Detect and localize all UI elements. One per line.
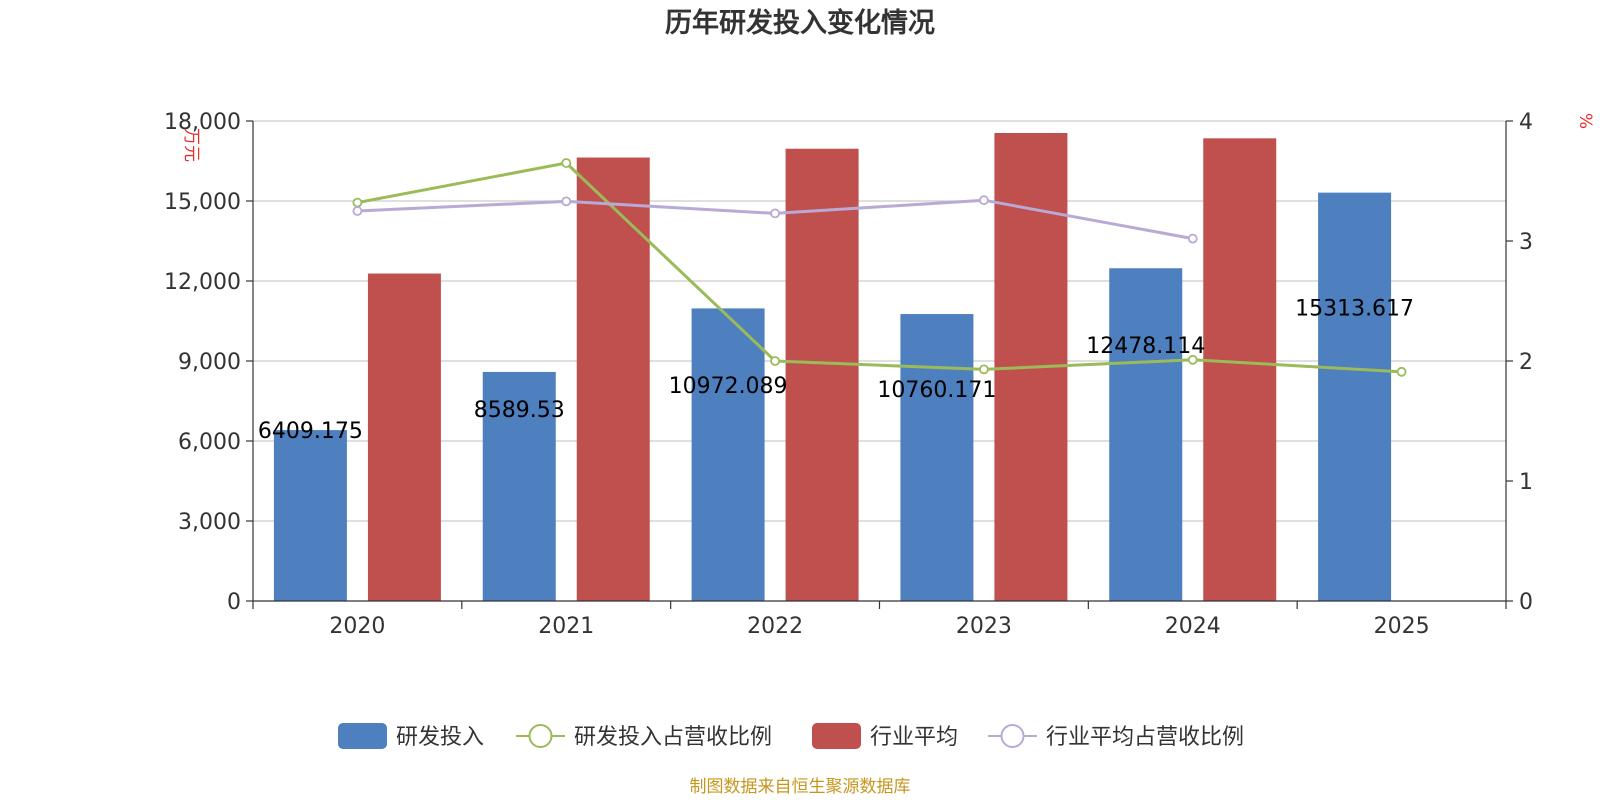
left-tick-label: 15,000 [164,190,241,215]
series-line [357,198,1194,241]
lines [352,158,1407,377]
legend-label: 研发投入占营收比例 [574,725,772,750]
data-label: 15313.617 [1295,297,1414,322]
x-tick-label: 2023 [956,614,1012,639]
axes: 0 3,000 6,000 9,000 12,000 15,000 18,000 0 1 2 3 4 2… [164,110,1595,639]
left-tick-label: 0 [227,590,241,615]
bar [1203,138,1277,602]
bar [273,430,347,601]
right-tick-label: 2 [1519,350,1533,375]
gridlines [253,120,1506,522]
line-point [1396,366,1407,377]
bars [273,133,1392,602]
data-labels: 6409.175 8589.53 10972.089 10760.171 12478.1… [258,297,1414,444]
bar [1109,268,1183,601]
legend-marker [1000,724,1025,748]
bar [900,314,974,601]
line-point [561,196,572,207]
line-point [1187,354,1198,365]
bar [367,273,441,601]
line-point [770,356,780,366]
x-tick-label: 2024 [1165,614,1221,639]
right-axis-unit: % [1575,113,1595,129]
legend-label: 行业平均占营收比例 [1046,725,1244,750]
chart-title: 历年研发投入变化情况 [665,7,935,39]
left-axis-unit: 万元 [181,128,201,162]
source-note: 制图数据来自恒生聚源数据库 [690,777,911,797]
left-tick-label: 3,000 [178,510,241,535]
x-tick-label: 2022 [747,614,803,639]
bar [691,308,765,601]
data-label: 12478.114 [1086,334,1205,359]
line-point [352,206,363,216]
legend-label: 研发投入 [396,725,484,750]
line-point [979,364,989,375]
x-tick-label: 2021 [538,614,594,639]
data-label: 10972.089 [669,374,788,399]
bar [1318,192,1392,601]
series-line [357,161,1402,374]
bar [482,371,556,601]
line-point [352,197,363,208]
line-point [770,208,780,219]
left-tick-label: 12,000 [164,270,241,295]
x-tick-label: 2020 [329,614,385,639]
line-point [1187,233,1198,244]
legend-swatch [812,723,861,749]
left-tick-label: 6,000 [178,430,241,455]
data-label: 8589.53 [474,398,565,423]
x-tick-label: 2025 [1374,614,1430,639]
line-point [561,158,572,168]
legend-marker [528,724,553,748]
right-tick-label: 0 [1519,590,1533,615]
right-tick-label: 3 [1519,230,1533,255]
bar [576,157,650,602]
left-tick-label: 18,000 [164,110,241,135]
right-tick-label: 1 [1519,470,1533,495]
bar [785,148,859,601]
data-label: 10760.171 [877,378,996,403]
right-tick-label: 4 [1519,110,1533,135]
legend-label: 行业平均 [870,725,958,750]
left-tick-label: 9,000 [178,350,241,375]
legend-swatch [338,723,387,749]
line-point [979,195,989,206]
data-label: 6409.175 [258,419,363,444]
legend: 研发投入 研发投入占营收比例 行业平均 行业平均占营收比例 [338,723,1244,750]
